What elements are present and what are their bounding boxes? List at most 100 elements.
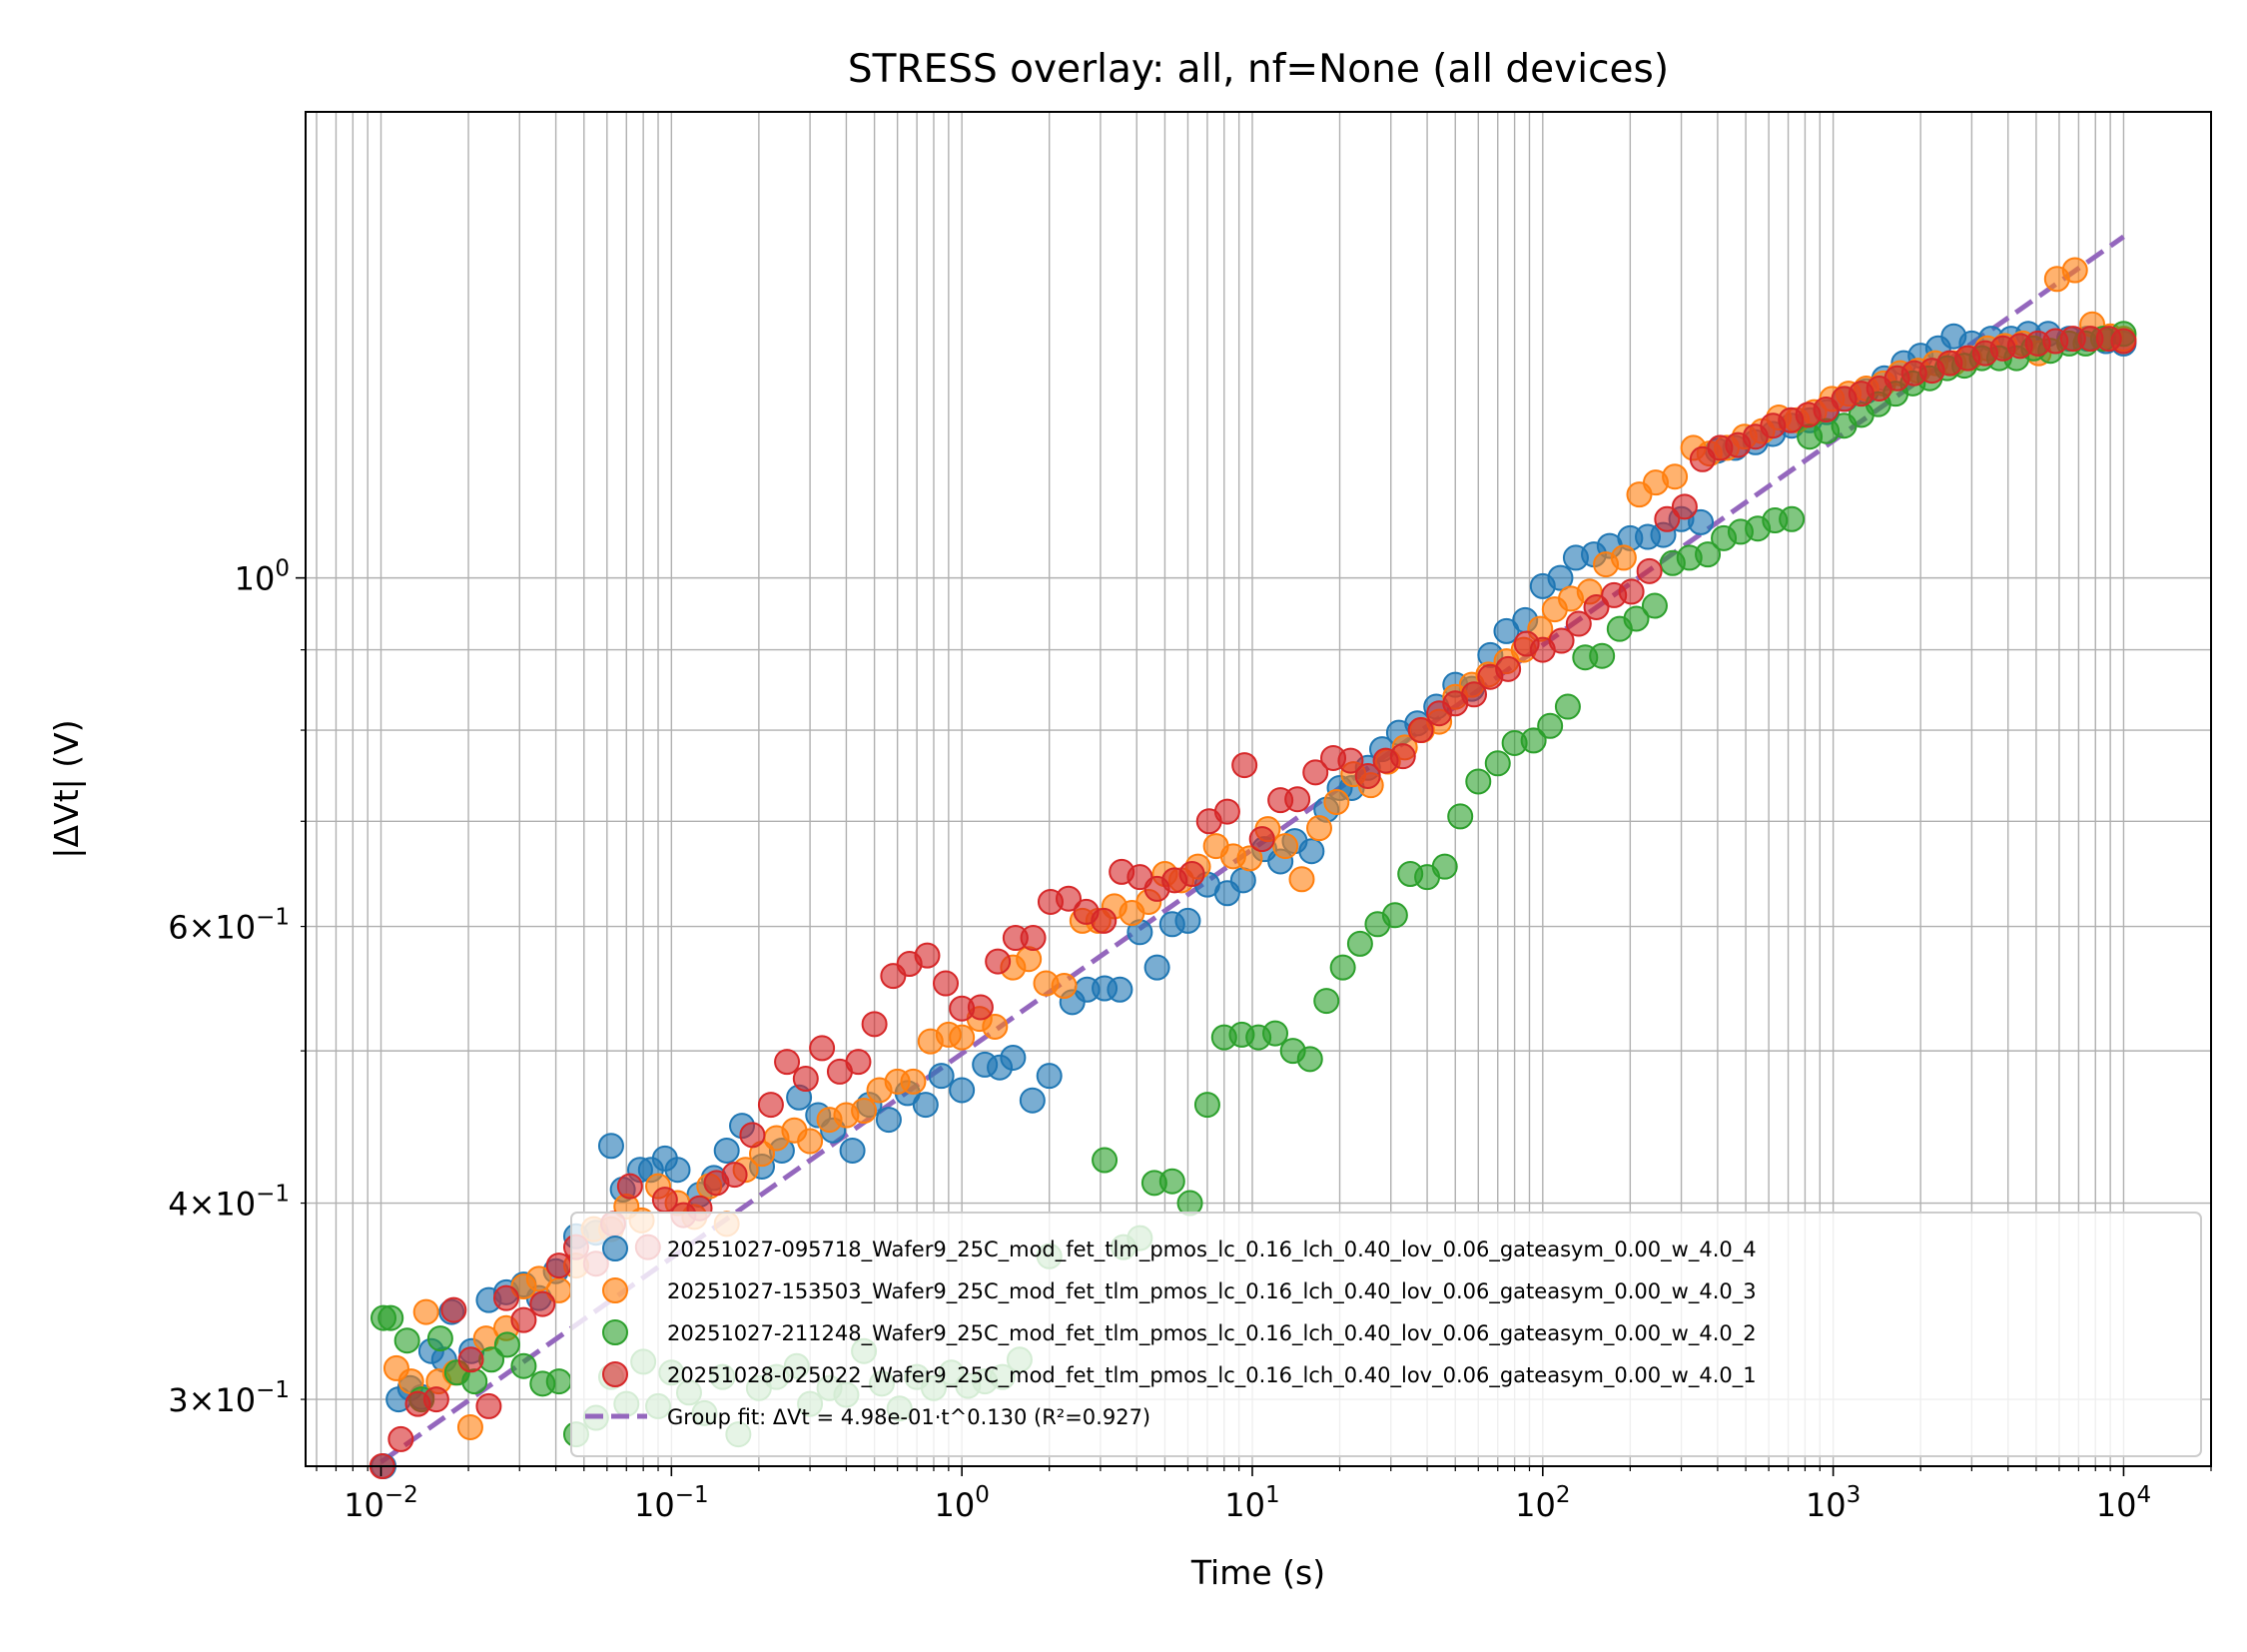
data-point	[1272, 833, 1299, 860]
y-tick-label: 4×10−1	[168, 1182, 290, 1224]
data-point	[1520, 727, 1547, 754]
data-point	[1329, 954, 1356, 981]
data-point	[1618, 578, 1645, 605]
data-point	[1313, 988, 1340, 1015]
legend-marker	[602, 1361, 628, 1387]
data-point	[440, 1296, 467, 1323]
data-point	[1262, 1020, 1289, 1047]
data-point	[1688, 508, 1715, 535]
data-point	[510, 1352, 537, 1379]
data-point	[510, 1306, 537, 1333]
data-point	[1548, 627, 1575, 654]
data-point	[1296, 1046, 1323, 1073]
x-tick-label: 104	[2096, 1482, 2151, 1524]
data-point	[1554, 693, 1581, 720]
data-point	[377, 1304, 404, 1331]
y-axis-label: |ΔVt| (V)	[47, 719, 86, 858]
data-point	[2061, 257, 2088, 284]
data-point	[1036, 1063, 1063, 1090]
data-point	[1381, 902, 1408, 929]
data-point	[1178, 861, 1205, 888]
data-point	[1779, 505, 1806, 532]
data-point	[809, 1035, 836, 1062]
data-point	[851, 1098, 878, 1125]
data-point	[664, 1157, 691, 1184]
data-point	[1623, 605, 1650, 632]
data-point	[933, 970, 960, 997]
data-point	[545, 1368, 572, 1395]
data-point	[1323, 789, 1350, 816]
data-point	[721, 1162, 748, 1189]
data-point	[914, 942, 941, 969]
data-point	[456, 1413, 483, 1440]
data-point	[393, 1327, 420, 1354]
data-point	[1407, 717, 1434, 744]
data-point	[1641, 592, 1668, 619]
legend-marker	[602, 1277, 628, 1303]
data-point	[1354, 762, 1381, 789]
data-point	[845, 1049, 872, 1076]
data-point	[912, 1092, 939, 1119]
data-point	[1346, 930, 1373, 957]
data-point	[1176, 1190, 1203, 1217]
data-point	[1306, 815, 1333, 842]
data-point	[1537, 712, 1564, 739]
legend-marker	[602, 1319, 628, 1345]
legend-fit-label: Group fit: ΔVt = 4.98e-01·t^0.130 (R²=0.…	[667, 1405, 1150, 1429]
data-point	[1302, 759, 1329, 786]
data-point	[1143, 954, 1170, 981]
legend-marker	[602, 1236, 628, 1261]
data-point	[900, 1068, 927, 1095]
data-point	[1019, 1087, 1046, 1114]
x-tick-label: 102	[1515, 1482, 1570, 1524]
data-point	[797, 1128, 824, 1155]
data-point	[475, 1392, 502, 1419]
data-point	[1461, 681, 1488, 708]
data-point	[1231, 752, 1258, 779]
data-point	[1158, 1168, 1185, 1195]
data-point	[713, 1137, 740, 1164]
data-point	[1654, 505, 1681, 532]
data-point	[1337, 747, 1364, 774]
data-point	[792, 1066, 819, 1093]
data-point	[1193, 1092, 1220, 1119]
legend-entry-label: 20251027-153503_Wafer9_25C_mod_fet_tlm_p…	[667, 1279, 1757, 1304]
data-point	[597, 1133, 624, 1160]
data-point	[1547, 564, 1574, 591]
data-point	[967, 994, 994, 1021]
data-point	[1016, 946, 1043, 973]
legend-entry-label: 20251027-095718_Wafer9_25C_mod_fet_tlm_p…	[667, 1238, 1757, 1262]
data-point	[1610, 544, 1637, 571]
data-point	[461, 1368, 488, 1395]
data-point	[1583, 593, 1610, 620]
data-point	[1000, 1044, 1027, 1071]
ticks: 10−2 10−1 100 101 102 103 104 100 6×10−1 4×10−1 3×…	[168, 556, 2212, 1524]
x-tick-label: 10−1	[634, 1482, 709, 1524]
x-tick-label: 100	[934, 1482, 989, 1524]
legend-entry-label: 20251027-211248_Wafer9_25C_mod_fet_tlm_p…	[667, 1321, 1757, 1346]
data-point	[861, 1011, 888, 1038]
data-point	[1091, 907, 1118, 934]
data-point	[2110, 328, 2137, 355]
data-point	[1447, 803, 1474, 830]
data-point	[1229, 867, 1256, 894]
data-point	[492, 1284, 519, 1311]
data-point	[774, 1049, 801, 1076]
data-point	[739, 1122, 766, 1149]
legend-box	[570, 1212, 2202, 1457]
data-point	[493, 1331, 520, 1358]
x-axis-label: Time (s)	[1190, 1553, 1325, 1592]
data-point	[875, 1107, 902, 1134]
data-point	[1671, 493, 1698, 520]
chart-title: STRESS overlay: all, nf=None (all device…	[848, 47, 1669, 92]
data-point	[928, 1063, 955, 1090]
x-tick-label: 103	[1806, 1482, 1861, 1524]
data-point	[757, 1092, 784, 1119]
data-point	[422, 1386, 449, 1413]
data-point	[616, 1173, 643, 1200]
data-point	[1589, 642, 1616, 669]
data-point	[1174, 907, 1201, 934]
data-point	[1484, 750, 1511, 777]
data-point	[1565, 610, 1592, 637]
